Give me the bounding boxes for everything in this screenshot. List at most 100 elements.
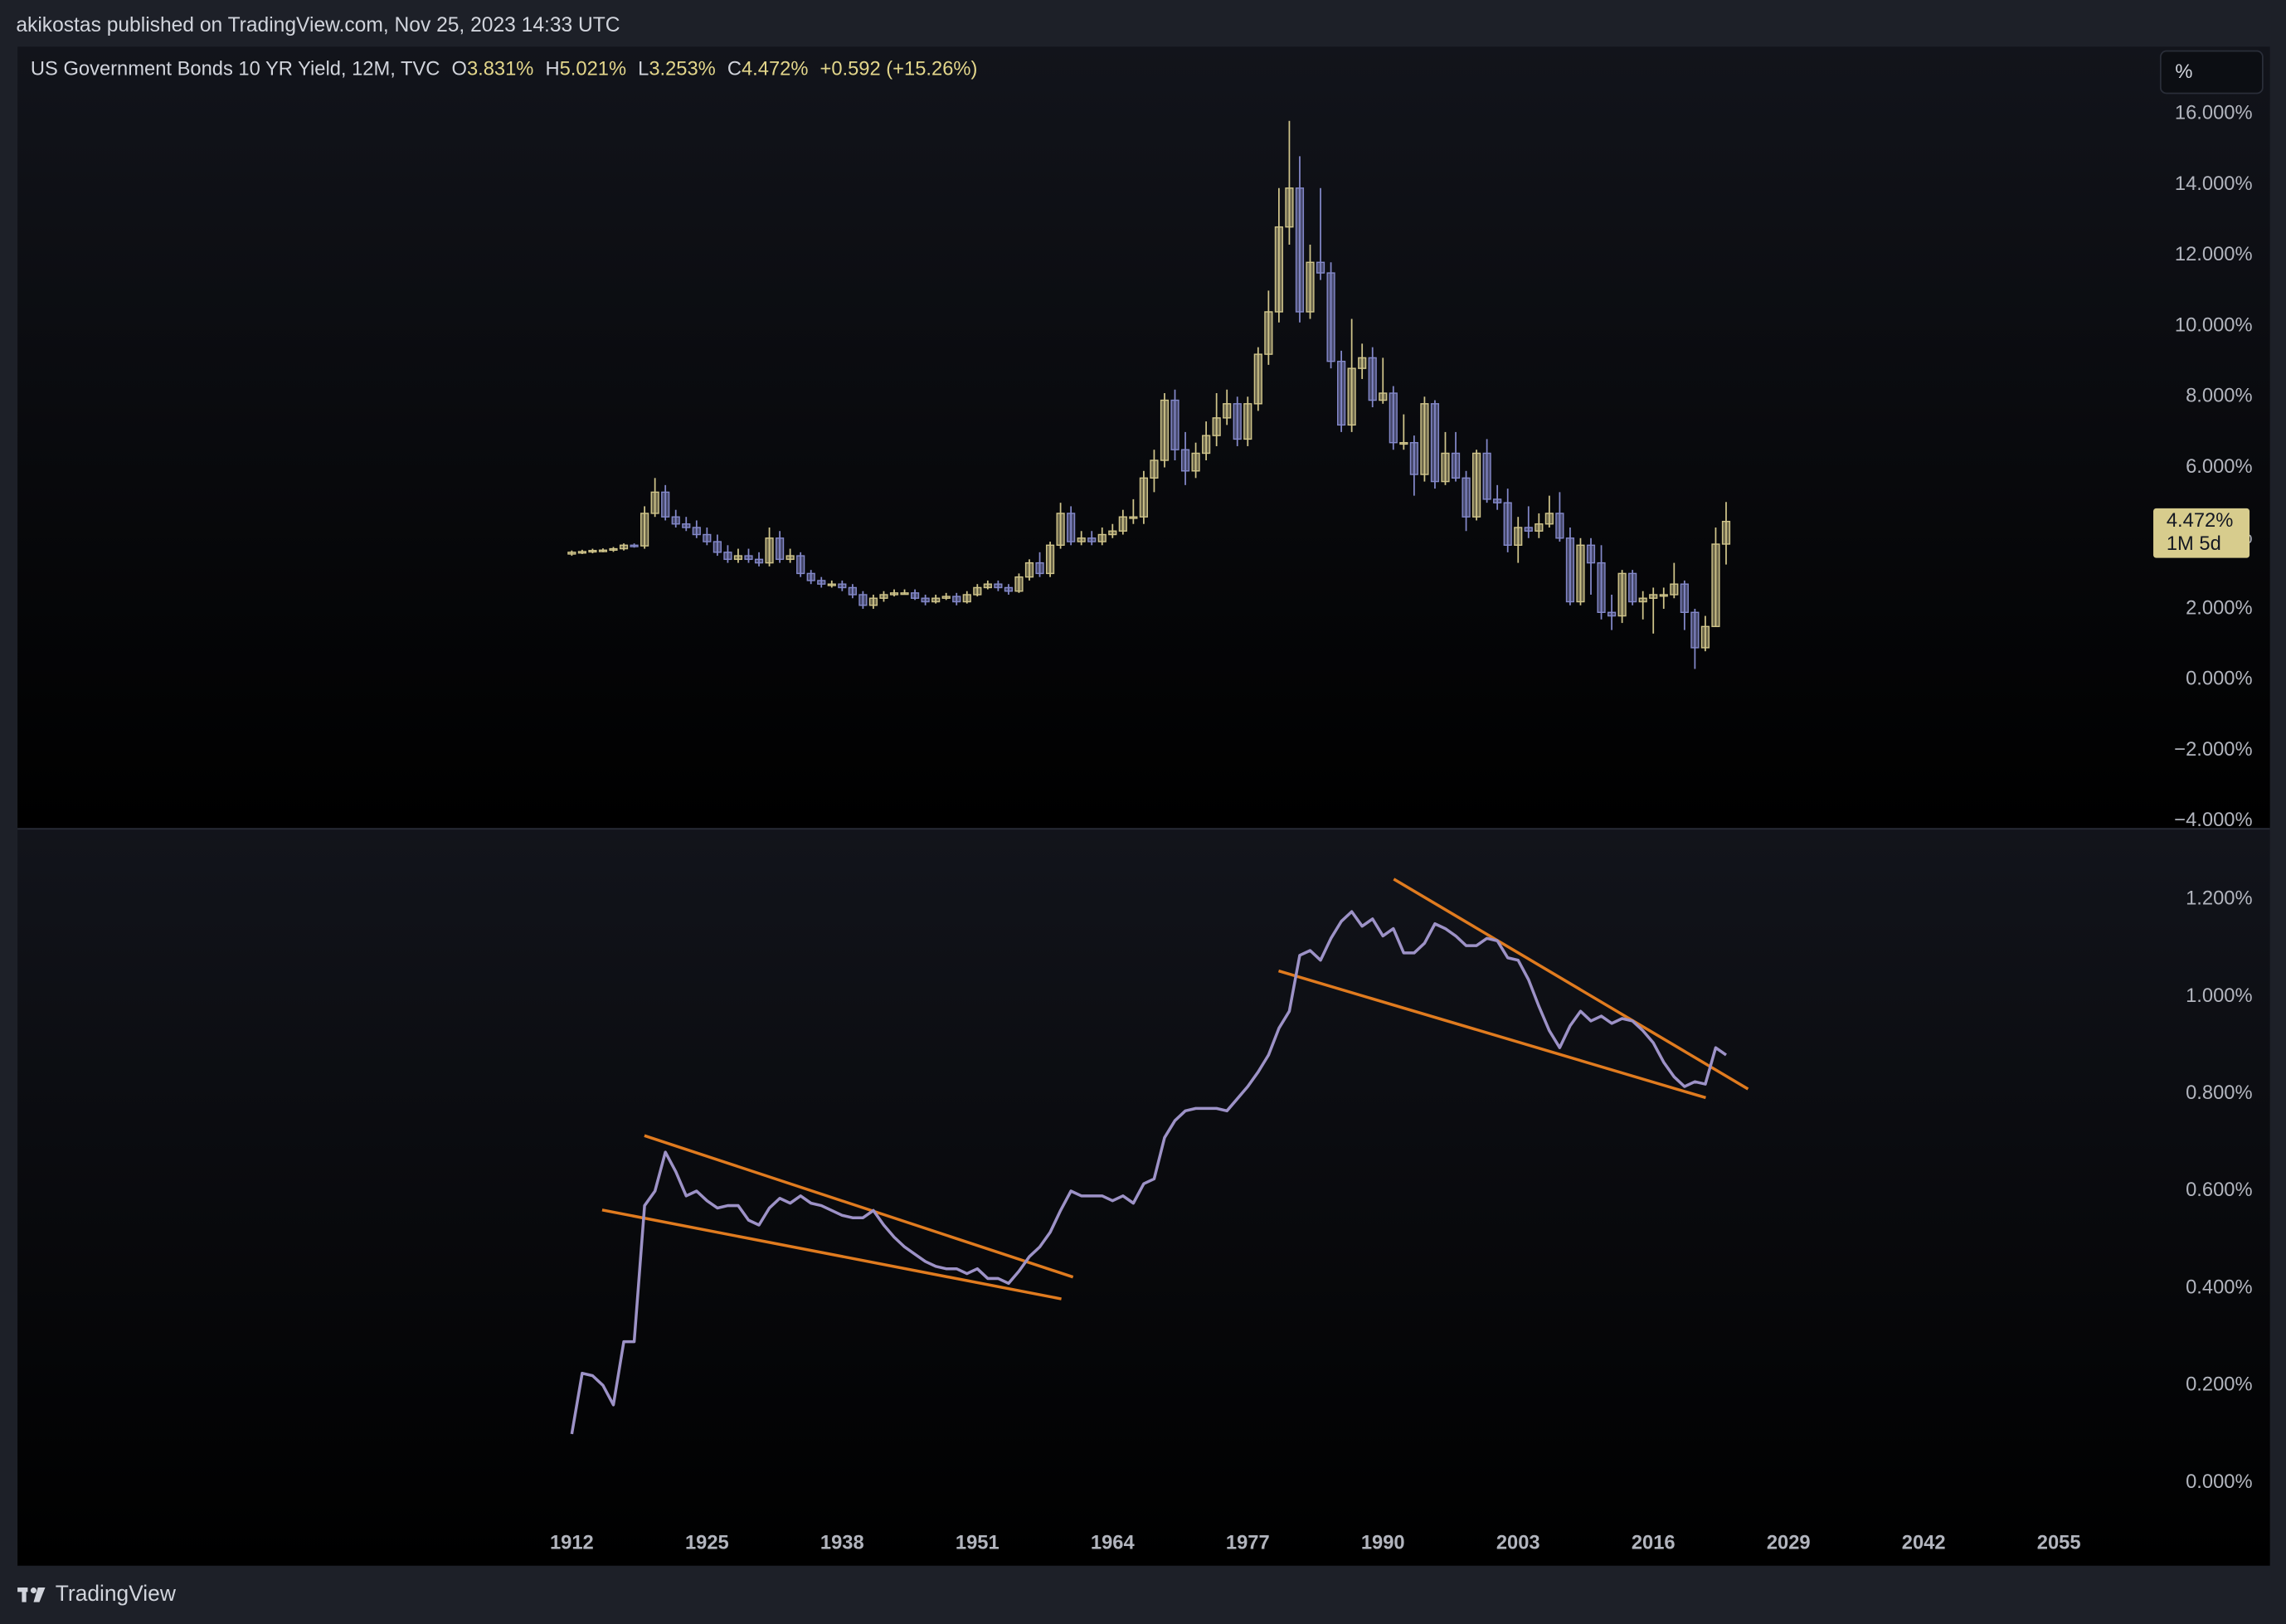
candle-body <box>1097 533 1107 542</box>
candle-body <box>1358 357 1367 369</box>
candle-body <box>733 555 743 561</box>
candle-body <box>1306 261 1315 313</box>
candle-body <box>1295 187 1305 313</box>
candle-body <box>900 592 909 596</box>
candle-body <box>1451 452 1461 479</box>
y-tick-label: 6.000% <box>2186 456 2252 478</box>
candle-body <box>1035 562 1044 575</box>
candle-body <box>1170 399 1179 450</box>
candle-body <box>1150 459 1159 479</box>
candle-body <box>1212 417 1221 436</box>
candle-body <box>1441 452 1450 483</box>
legend-value: 5.021% <box>560 59 626 80</box>
candle-body <box>994 583 1003 589</box>
candle-body <box>692 527 701 536</box>
y-tick-label: 0.800% <box>2186 1082 2252 1104</box>
candle-body <box>754 558 764 564</box>
y-tick-label: 0.200% <box>2186 1374 2252 1396</box>
candle-body <box>1493 498 1502 503</box>
x-tick-label: 2042 <box>1902 1533 1946 1554</box>
candle-body <box>786 555 795 561</box>
legend-key: H <box>545 59 559 80</box>
candle-body <box>609 547 618 552</box>
candle-body <box>868 597 878 606</box>
candle-body <box>630 544 639 547</box>
candle-body <box>1721 520 1731 545</box>
x-tick-label: 2003 <box>1496 1533 1540 1554</box>
unit-button-label[interactable]: % <box>2175 61 2192 83</box>
y-tick-label: 8.000% <box>2186 386 2252 407</box>
y-tick-label: 2.000% <box>2186 597 2252 619</box>
countdown-label: 1M 5d <box>2167 533 2221 555</box>
legend-key: C <box>727 59 742 80</box>
candle-body <box>619 544 629 550</box>
y-tick-label: −2.000% <box>2174 739 2252 761</box>
footer-logo <box>17 1588 46 1602</box>
trend-line <box>1393 878 1749 1091</box>
x-tick-label: 2055 <box>2037 1533 2081 1554</box>
candle-body <box>962 594 971 603</box>
y-tick-label: 12.000% <box>2175 244 2253 265</box>
last-price-label: 4.472% <box>2167 510 2233 532</box>
candle-body <box>1430 403 1440 483</box>
candle-body <box>1462 477 1471 518</box>
trend-line <box>644 1134 1074 1279</box>
candle-body <box>1045 544 1055 575</box>
footer-brand: TradingView <box>56 1581 177 1606</box>
candle-body <box>1514 527 1523 547</box>
candle-body <box>817 580 826 585</box>
legend-value: 3.253% <box>649 59 715 80</box>
x-tick-label: 1938 <box>820 1533 864 1554</box>
y-tick-label: 14.000% <box>2175 173 2253 195</box>
candle-body <box>1024 562 1034 578</box>
candle-body <box>1617 572 1627 617</box>
candle-body <box>973 586 982 596</box>
indicator-line <box>570 910 1727 1435</box>
candles <box>567 120 1731 669</box>
y-tick-label: 0.600% <box>2186 1179 2252 1201</box>
candle-body <box>765 537 774 564</box>
indicator-pane <box>17 829 2270 1566</box>
x-tick-label: 1977 <box>1226 1533 1270 1554</box>
candle-body <box>775 537 785 561</box>
candle-body <box>588 549 597 553</box>
candle-body <box>1628 572 1637 603</box>
candle-body <box>941 596 951 599</box>
candle-body <box>1108 530 1117 536</box>
y-tick-label: 10.000% <box>2175 314 2253 336</box>
legend: US Government Bonds 10 YR Yield, 12M, TV… <box>31 59 977 80</box>
publisher: akikostas published on TradingView.com, … <box>16 14 620 36</box>
candle-body <box>1243 403 1252 440</box>
candle-body <box>1555 513 1564 539</box>
y-tick-label: 1.200% <box>2186 888 2252 910</box>
candle-body <box>598 549 608 552</box>
candle-body <box>838 583 847 589</box>
legend-change: +0.592 (+15.26%) <box>820 59 977 80</box>
x-tick-label: 1912 <box>550 1533 594 1554</box>
candle-body <box>577 551 586 554</box>
candle-body <box>1700 625 1710 649</box>
candle-body <box>796 555 805 575</box>
x-tick-label: 1925 <box>685 1533 729 1554</box>
candle-body <box>1202 435 1211 455</box>
candle-body <box>1586 544 1596 564</box>
logo-part <box>22 1588 27 1602</box>
candle-body <box>952 596 961 603</box>
x-tick-label: 1990 <box>1361 1533 1405 1554</box>
candle-body <box>723 552 732 561</box>
candle-body <box>1077 537 1086 542</box>
candle-body <box>671 516 680 525</box>
unit-button[interactable] <box>2159 50 2264 95</box>
candle-body <box>1670 583 1679 596</box>
x-tick-label: 2016 <box>1632 1533 1676 1554</box>
candle-body <box>640 513 649 547</box>
price-pane <box>17 46 2270 830</box>
candle-body <box>1535 523 1544 532</box>
candle-body <box>1129 516 1138 519</box>
candle-body <box>1326 272 1335 362</box>
legend-value: 4.472% <box>742 59 808 80</box>
candle-body <box>827 583 836 586</box>
y-tick-label: 0.400% <box>2186 1276 2252 1298</box>
candle-body <box>1649 594 1658 599</box>
candle-body <box>1565 537 1575 603</box>
